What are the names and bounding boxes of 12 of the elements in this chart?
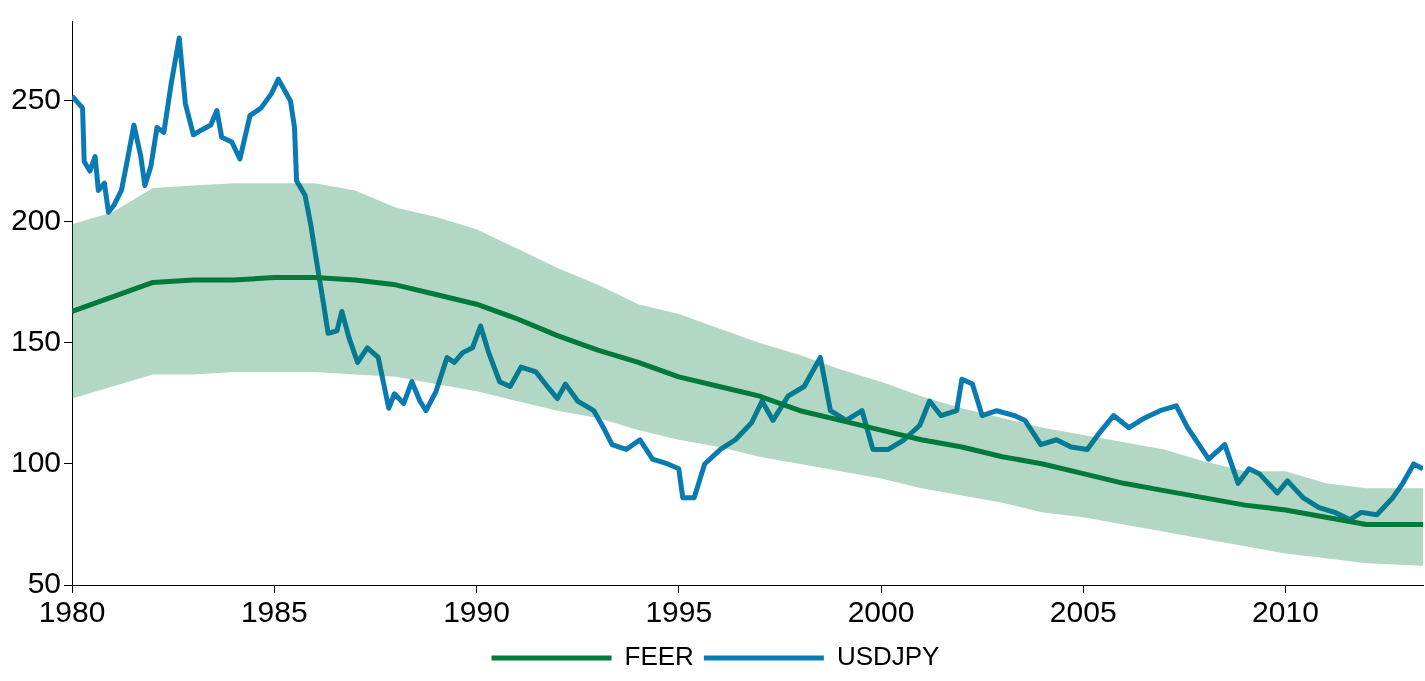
legend-label: USDJPY — [836, 641, 940, 672]
legend-label: FEER — [624, 641, 694, 672]
y-tick-label: 150 — [10, 324, 62, 358]
x-tick-label: 2005 — [1049, 595, 1117, 629]
x-tick-label: 2000 — [847, 595, 915, 629]
y-tick-label: 200 — [10, 203, 62, 237]
y-tick-label: 250 — [10, 82, 62, 116]
x-tick-label: 1985 — [240, 595, 308, 629]
x-tick-label: 1990 — [443, 595, 510, 629]
x-tick-label: 1995 — [645, 595, 713, 629]
y-tick-label: 100 — [10, 445, 62, 479]
x-tick-label: 2010 — [1252, 595, 1319, 629]
